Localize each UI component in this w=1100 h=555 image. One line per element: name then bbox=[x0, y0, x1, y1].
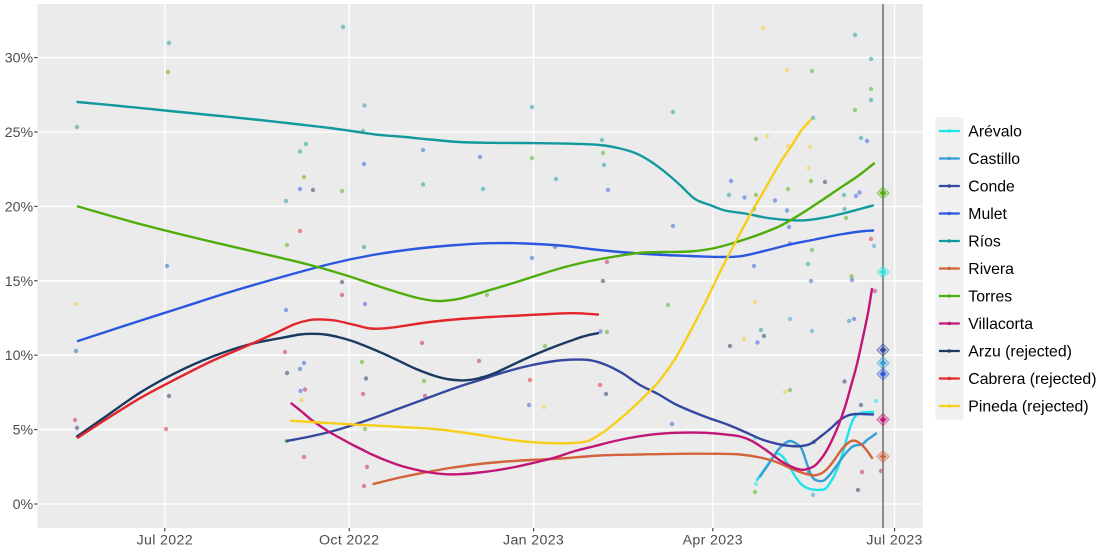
svg-text:Jan 2023: Jan 2023 bbox=[503, 532, 564, 548]
svg-text:Rivera: Rivera bbox=[968, 261, 1014, 278]
svg-text:Pineda (rejected): Pineda (rejected) bbox=[968, 399, 1088, 416]
svg-text:5%: 5% bbox=[13, 423, 34, 439]
svg-text:20%: 20% bbox=[5, 199, 34, 215]
svg-text:Arzu (rejected): Arzu (rejected) bbox=[968, 344, 1072, 361]
svg-text:Cabrera (rejected): Cabrera (rejected) bbox=[968, 371, 1096, 388]
svg-text:Ríos: Ríos bbox=[968, 234, 1001, 251]
svg-text:0%: 0% bbox=[13, 497, 34, 513]
svg-text:30%: 30% bbox=[5, 51, 34, 67]
svg-text:Arévalo: Arévalo bbox=[968, 124, 1022, 141]
svg-text:Oct 2022: Oct 2022 bbox=[319, 532, 379, 548]
svg-text:25%: 25% bbox=[5, 125, 34, 141]
svg-text:Castillo: Castillo bbox=[968, 151, 1020, 168]
svg-text:Villacorta: Villacorta bbox=[968, 316, 1033, 333]
svg-text:10%: 10% bbox=[5, 348, 34, 364]
svg-text:Mulet: Mulet bbox=[968, 206, 1007, 223]
svg-text:15%: 15% bbox=[5, 274, 34, 290]
svg-text:Conde: Conde bbox=[968, 179, 1015, 196]
svg-text:Apr 2023: Apr 2023 bbox=[683, 532, 743, 548]
svg-text:Jul 2022: Jul 2022 bbox=[137, 532, 193, 548]
svg-text:Torres: Torres bbox=[968, 289, 1012, 306]
svg-text:Jul 2023: Jul 2023 bbox=[866, 532, 922, 548]
